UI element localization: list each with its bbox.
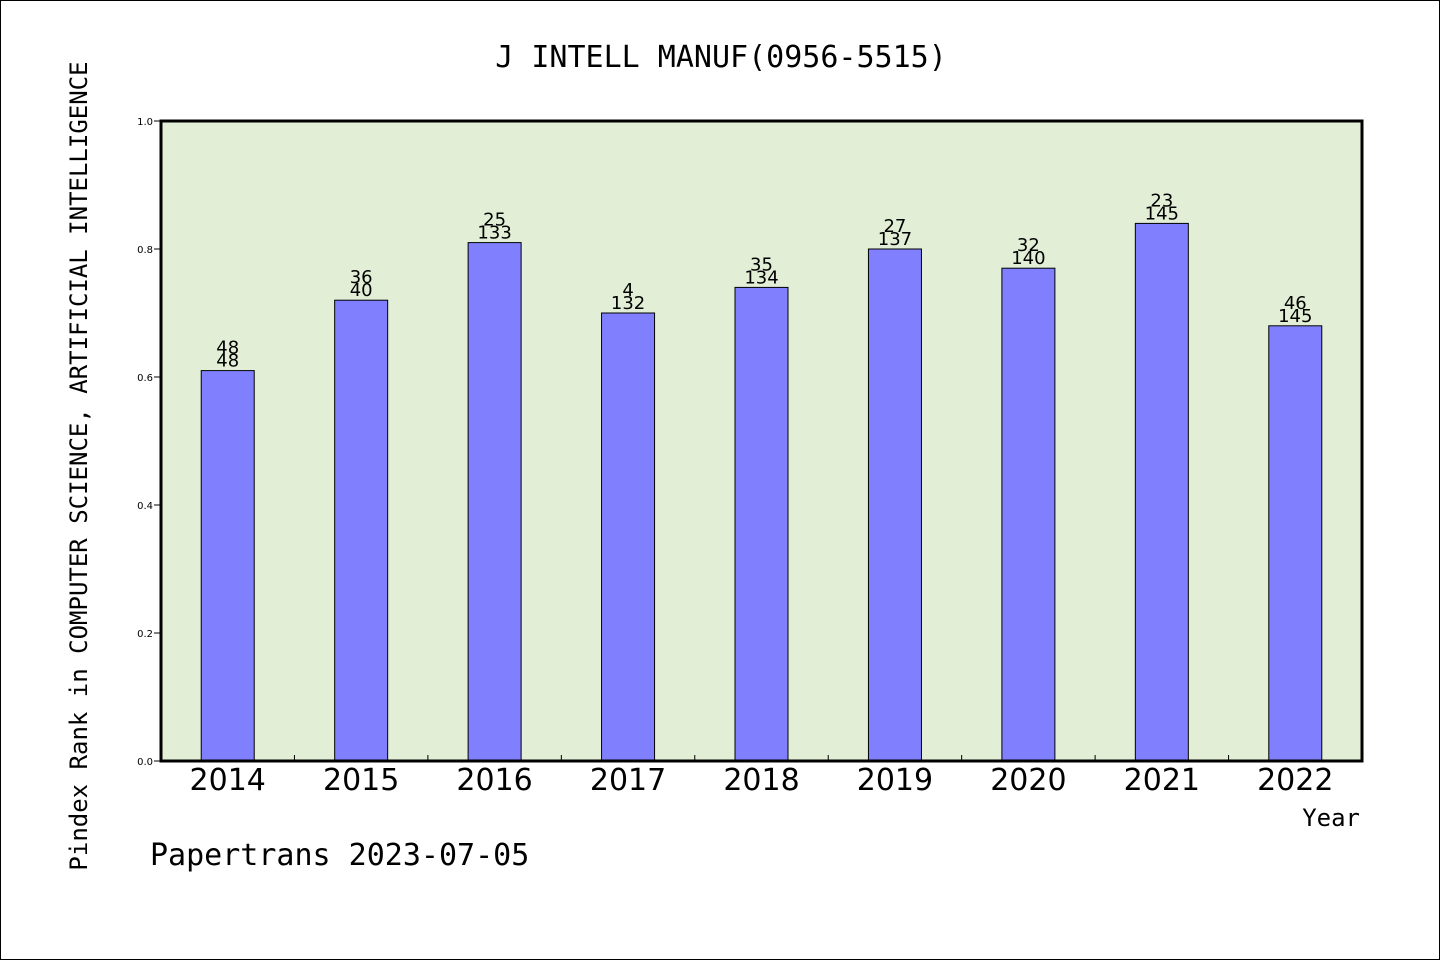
rank-label: 48 [216, 338, 239, 359]
x-tick-label: 2022 [1257, 763, 1333, 798]
x-tick-label: 2015 [323, 763, 399, 798]
x-tick-label: 2016 [456, 763, 532, 798]
total-label: 140 [1011, 248, 1045, 269]
total-label: 132 [611, 293, 645, 314]
total-label: 145 [1278, 306, 1312, 327]
y-tick-label: 0.8 [137, 245, 153, 256]
bar-2016 [467, 242, 522, 762]
total-label: 145 [1145, 203, 1179, 224]
total-label: 137 [878, 229, 912, 250]
x-tick-label: 2014 [190, 763, 266, 798]
rank-label: 23 [1150, 190, 1173, 211]
x-axis-label: Year [1302, 804, 1360, 832]
x-tick-label: 2017 [590, 763, 666, 798]
rank-label: 35 [750, 254, 773, 275]
rank-label: 4 [622, 280, 633, 301]
bar-2014 [200, 370, 255, 762]
y-tick-label: 0.4 [137, 501, 153, 512]
bar-2017 [601, 312, 656, 762]
y-tick-label: 1.0 [137, 117, 153, 128]
x-tick-label: 2020 [990, 763, 1066, 798]
bar-2021 [1134, 222, 1189, 762]
y-tick-label: 0.2 [137, 629, 153, 640]
total-label: 48 [216, 351, 239, 372]
x-tick-label: 2018 [723, 763, 799, 798]
bar-2015 [334, 299, 389, 762]
x-tick-label: 2021 [1124, 763, 1200, 798]
rank-label: 25 [483, 210, 506, 231]
bar-2022 [1268, 325, 1323, 762]
total-label: 134 [744, 267, 778, 288]
rank-label: 27 [883, 216, 906, 237]
bar-2020 [1001, 267, 1056, 762]
rank-label: 32 [1017, 235, 1040, 256]
chart-title: J INTELL MANUF(0956-5515) [495, 40, 947, 75]
total-label: 40 [350, 280, 373, 301]
y-axis-label: Pindex Rank in COMPUTER SCIENCE, ARTIFIC… [65, 61, 93, 870]
plot-border [159, 119, 1364, 763]
bar-2018 [734, 286, 789, 762]
credit-text: Papertrans 2023-07-05 [150, 838, 529, 873]
bar-2019 [867, 248, 922, 762]
total-label: 133 [477, 223, 511, 244]
rank-label: 36 [350, 267, 373, 288]
rank-label: 46 [1284, 293, 1307, 314]
x-tick-label: 2019 [857, 763, 933, 798]
y-tick-label: 0.0 [137, 757, 153, 768]
y-tick-label: 0.6 [137, 373, 153, 384]
